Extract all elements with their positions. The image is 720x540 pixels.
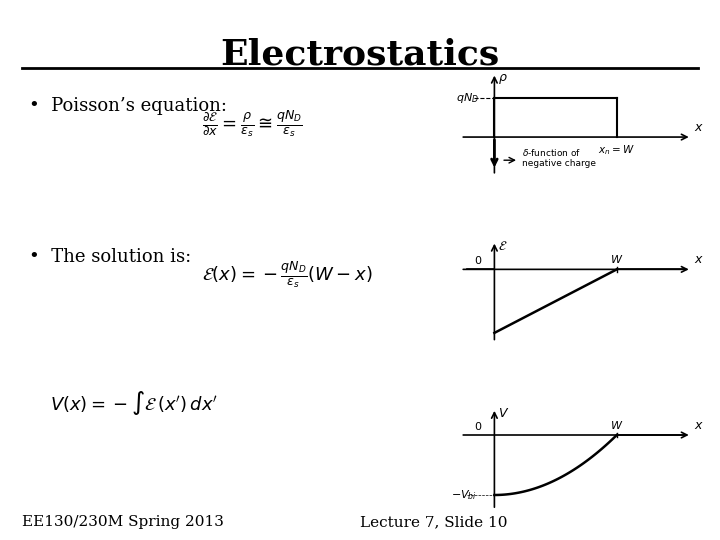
Text: Lecture 7, Slide 10: Lecture 7, Slide 10 xyxy=(360,515,508,529)
Text: EE130/230M Spring 2013: EE130/230M Spring 2013 xyxy=(22,515,223,529)
Text: $V(x) = -\int \mathcal{E}\,(x')\,dx'$: $V(x) = -\int \mathcal{E}\,(x')\,dx'$ xyxy=(50,389,218,417)
Text: $x_n = W$: $x_n = W$ xyxy=(598,143,635,157)
Text: •  Poisson’s equation:: • Poisson’s equation: xyxy=(29,97,227,115)
Text: $\mathcal{E}$: $\mathcal{E}$ xyxy=(498,240,508,253)
Text: •  The solution is:: • The solution is: xyxy=(29,248,191,266)
Text: $x$: $x$ xyxy=(694,253,704,266)
Text: $\frac{\partial \mathcal{E}}{\partial x} = \frac{\rho}{\varepsilon_s} \cong \fra: $\frac{\partial \mathcal{E}}{\partial x}… xyxy=(202,108,302,139)
Text: $W$: $W$ xyxy=(610,253,624,265)
Text: $V$: $V$ xyxy=(498,407,510,420)
Text: $\rho$: $\rho$ xyxy=(498,72,508,86)
Text: Electrostatics: Electrostatics xyxy=(220,38,500,72)
Text: $x$: $x$ xyxy=(694,419,704,432)
Text: $\delta$-function of: $\delta$-function of xyxy=(521,147,581,158)
Text: $\mathcal{E}(x) = -\frac{qN_D}{\varepsilon_s}(W - x)$: $\mathcal{E}(x) = -\frac{qN_D}{\varepsil… xyxy=(202,259,372,290)
Text: $-V_{bi}$: $-V_{bi}$ xyxy=(451,488,477,502)
Text: $W$: $W$ xyxy=(610,419,624,431)
Text: negative charge: negative charge xyxy=(521,159,595,168)
Text: $x$: $x$ xyxy=(694,122,704,134)
Text: 0: 0 xyxy=(474,256,482,266)
Text: $qN_D$: $qN_D$ xyxy=(456,91,480,105)
Text: 0: 0 xyxy=(474,422,482,432)
